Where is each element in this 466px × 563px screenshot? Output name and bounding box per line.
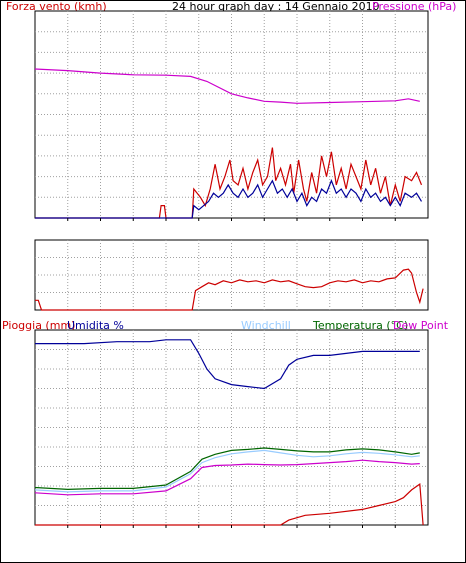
wind-pressure-panel [34,10,429,221]
wind-pressure-plot-area [34,10,429,219]
rain-humidity-temp-grid [35,330,428,525]
series-line-blue [35,339,420,390]
humidity-axis-label: Umidita % [67,319,124,332]
series-line-blue [35,179,423,219]
wind-direction-plot-area [34,239,429,311]
legend-temperature: Temperatura (°C) [312,319,408,332]
legend-dew-point: Dew Point [393,319,449,332]
series-line-lightblue [34,449,420,493]
wind-x-ticks [67,218,396,221]
temp-x-ticks [67,525,396,528]
series-line-magenta [34,459,420,496]
wind-axis-label: Forza vento (kmh) [6,0,107,13]
legend-windchill: Windchill [241,319,291,332]
series-line-green [34,447,420,491]
wind-direction-panel [34,239,429,311]
chart-title: 24 hour graph day : 14 Gennaio 2010 [172,0,380,13]
direction-line [35,268,424,311]
series-line-red [35,147,423,219]
series-line-red [35,483,424,526]
rain-axis-label: Pioggia (mm) [2,319,75,332]
pressure-axis-label: Pressione (hPa) [372,0,456,13]
rain-humidity-temp-lines [34,339,424,526]
wind-pressure-lines [34,68,423,219]
wind-direction-grid [35,240,428,310]
rain-humidity-temp-panel [34,329,429,528]
series-line-magenta [34,68,420,104]
wind-direction-lines [35,268,424,311]
